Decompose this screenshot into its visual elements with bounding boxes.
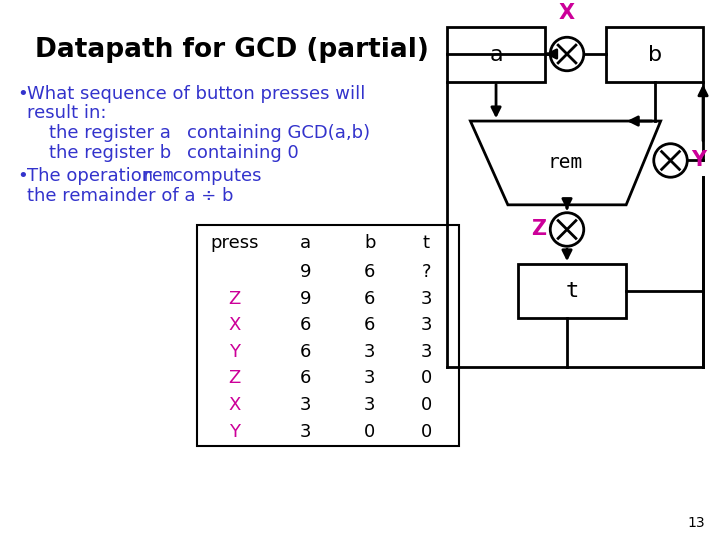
Text: 3: 3 (420, 316, 432, 334)
Text: b: b (364, 234, 376, 252)
Text: a: a (489, 44, 503, 64)
Text: The operation: The operation (27, 167, 158, 185)
Text: 9: 9 (300, 289, 312, 308)
Bar (446, 28, 545, 82)
Text: 0: 0 (420, 369, 432, 388)
Bar (518, 264, 626, 318)
Text: rem: rem (142, 167, 175, 185)
Text: Z: Z (531, 219, 546, 239)
Text: press: press (210, 234, 259, 252)
Text: Datapath for GCD (partial): Datapath for GCD (partial) (35, 37, 428, 63)
Text: Z: Z (229, 289, 241, 308)
Text: 9: 9 (300, 263, 312, 281)
Text: 0: 0 (420, 423, 432, 441)
Text: rem: rem (548, 153, 583, 172)
Text: 6: 6 (364, 316, 376, 334)
Text: •: • (17, 167, 27, 185)
Text: 6: 6 (300, 316, 312, 334)
Text: Y: Y (229, 423, 240, 441)
Text: 13: 13 (688, 516, 705, 530)
Text: t: t (423, 234, 430, 252)
Text: containing GCD(a,b): containing GCD(a,b) (187, 124, 371, 142)
Text: 6: 6 (300, 369, 312, 388)
Text: 0: 0 (364, 423, 376, 441)
Text: X: X (229, 396, 241, 414)
Bar (197, 225, 459, 447)
Text: Z: Z (229, 369, 241, 388)
Text: containing 0: containing 0 (187, 144, 300, 161)
Text: 3: 3 (420, 343, 432, 361)
Text: X: X (229, 316, 241, 334)
Text: the register a: the register a (50, 124, 171, 142)
Text: •: • (17, 85, 27, 103)
Text: 0: 0 (420, 396, 432, 414)
Text: Y: Y (229, 343, 240, 361)
Text: What sequence of button presses will: What sequence of button presses will (27, 85, 365, 103)
Text: the remainder of a ÷ b: the remainder of a ÷ b (27, 187, 233, 205)
Text: 3: 3 (364, 343, 376, 361)
Text: a: a (300, 234, 311, 252)
Text: 6: 6 (364, 263, 376, 281)
Text: X: X (559, 3, 575, 23)
Text: the register b: the register b (50, 144, 172, 161)
Text: b: b (648, 44, 662, 64)
Text: computes: computes (167, 167, 261, 185)
Text: Y: Y (691, 151, 706, 171)
Text: 3: 3 (300, 423, 312, 441)
Text: 6: 6 (364, 289, 376, 308)
Text: ?: ? (421, 263, 431, 281)
Bar (606, 28, 703, 82)
Text: 3: 3 (300, 396, 312, 414)
Text: result in:: result in: (27, 104, 107, 122)
Text: 3: 3 (364, 369, 376, 388)
Text: 3: 3 (420, 289, 432, 308)
Text: t: t (565, 281, 579, 301)
Text: 3: 3 (364, 396, 376, 414)
Text: 6: 6 (300, 343, 312, 361)
